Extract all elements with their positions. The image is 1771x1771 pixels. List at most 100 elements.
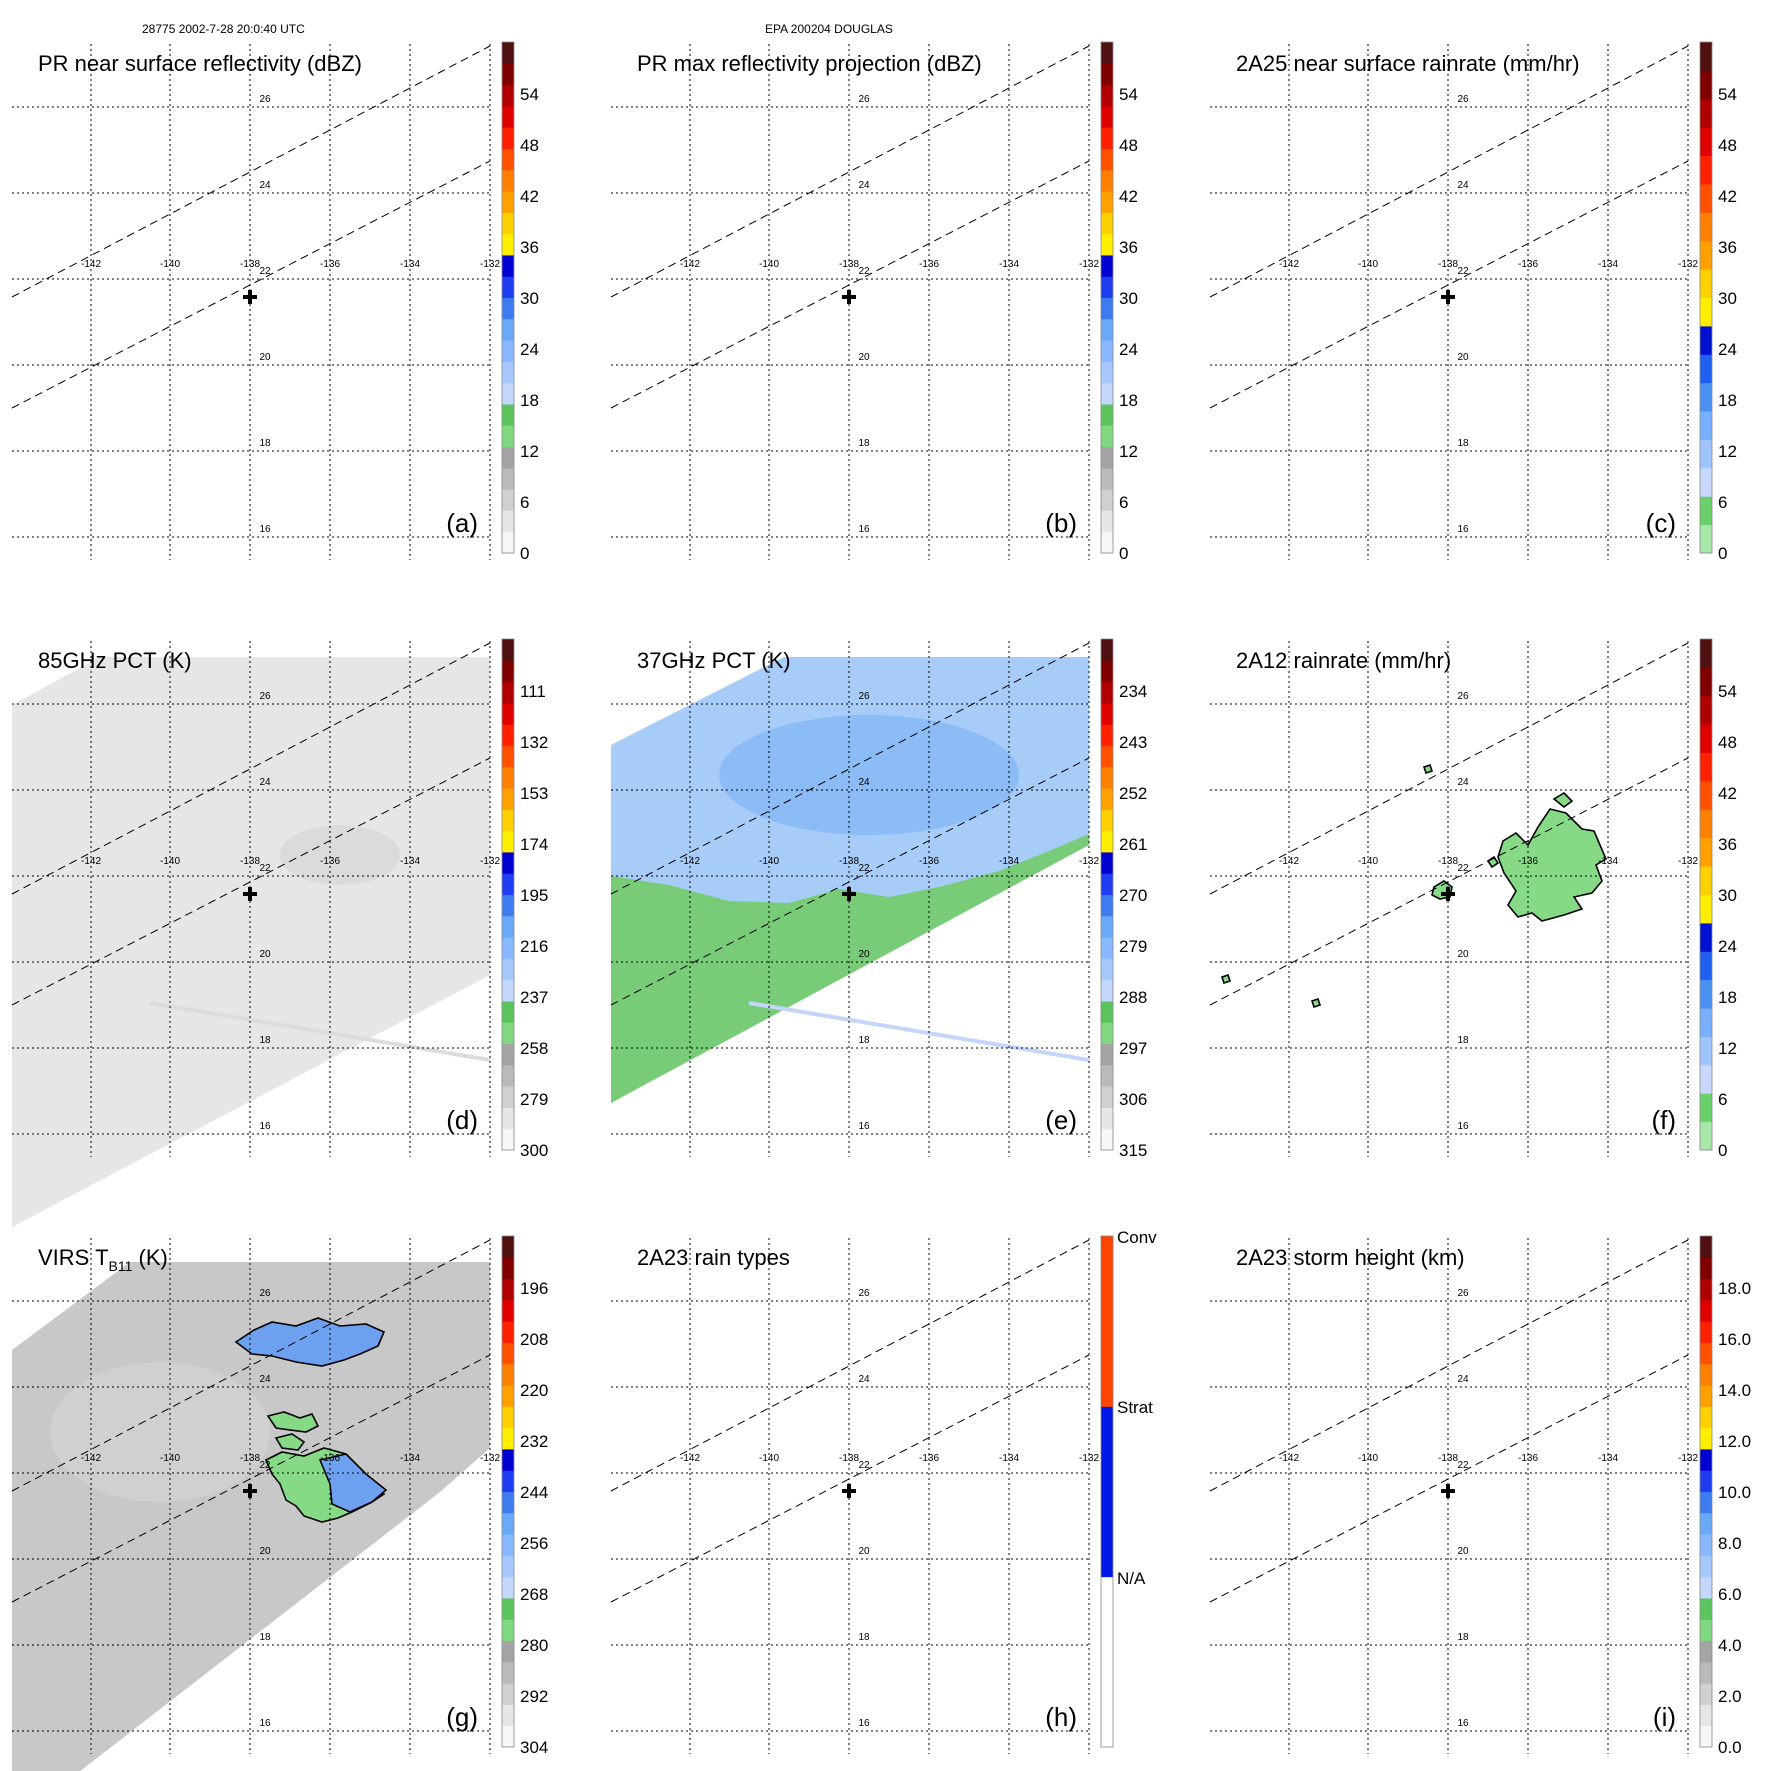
panel-title: 2A25 near surface rainrate (mm/hr) <box>1236 51 1580 76</box>
colorbar-segment <box>1700 467 1712 497</box>
colorbar-segment <box>1700 1704 1712 1727</box>
colorbar-segment <box>1101 958 1113 981</box>
colorbar-tick-label: Conv <box>1117 1228 1157 1247</box>
lat-tick-label: 22 <box>259 863 271 874</box>
rain-area <box>1220 973 1232 985</box>
pct37-high-region <box>611 834 1089 1103</box>
colorbar-tick-label: 18 <box>520 391 539 410</box>
colorbar-segment <box>1700 1278 1712 1301</box>
rain-area <box>1497 808 1608 922</box>
lon-tick-label: -140 <box>759 1453 779 1464</box>
swath-edge-line <box>610 45 1090 298</box>
colorbar-segment <box>1700 70 1712 100</box>
colorbar-segment <box>1700 1427 1712 1450</box>
colorbar-segment <box>502 1619 514 1642</box>
colorbar-segment <box>1700 1448 1712 1471</box>
lat-tick-label: 18 <box>858 438 870 449</box>
colorbar-segment <box>1101 127 1113 149</box>
lat-tick-label: 18 <box>858 1035 870 1046</box>
colorbar-segment <box>1101 84 1113 107</box>
lon-tick-label: -134 <box>1598 1453 1618 1464</box>
colorbar-tick-label: 42 <box>1119 187 1138 206</box>
colorbar-segment <box>502 340 514 362</box>
colorbar-segment <box>1700 1363 1712 1386</box>
colorbar-segment <box>502 276 514 298</box>
lat-tick-label: 20 <box>1457 949 1469 960</box>
colorbar-tick-label: 48 <box>520 136 539 155</box>
lon-tick-label: -132 <box>1079 856 1099 867</box>
colorbar-segment <box>1101 894 1113 917</box>
colorbar-segment <box>1700 837 1712 867</box>
lat-tick-label: 16 <box>1457 1121 1469 1132</box>
lat-tick-label: 24 <box>259 777 271 788</box>
colorbar-tick-label: 297 <box>1119 1039 1147 1058</box>
header-orbit-time: 28775 2002-7-28 20:0:40 UTC <box>142 22 305 36</box>
colorbar-tick-label: Strat <box>1117 1398 1153 1417</box>
colorbar-tick-label: 216 <box>520 937 548 956</box>
colorbar-segment <box>502 510 514 533</box>
colorbar-segment <box>502 1555 514 1578</box>
storm-center-icon <box>243 290 257 304</box>
colorbar-segment <box>1700 1321 1712 1343</box>
panel-letter: (g) <box>446 1702 478 1732</box>
lat-tick-label: 16 <box>858 1718 870 1729</box>
colorbar-segment <box>502 639 514 661</box>
colorbar-tick-label: 10.0 <box>1718 1483 1751 1502</box>
colorbar-segment <box>1101 745 1113 768</box>
colorbar: 234 243 252 261 270 279 288 297 306 315 <box>1100 638 1147 1160</box>
colorbar-frame <box>1699 638 1713 1151</box>
colorbar-segment <box>1700 979 1712 1009</box>
lon-tick-label: -138 <box>1438 856 1458 867</box>
colorbar-segment <box>1700 98 1712 128</box>
panel-letter: (c) <box>1646 508 1676 538</box>
colorbar-segment <box>1101 489 1113 511</box>
lon-tick-label: -136 <box>919 1453 939 1464</box>
colorbar-segment <box>1700 269 1712 298</box>
colorbar-tick-label: 270 <box>1119 886 1147 905</box>
lat-tick-label: 22 <box>858 266 870 277</box>
colorbar-segment <box>502 148 514 171</box>
swath-edge-line <box>1209 160 1689 409</box>
colorbar-segment <box>502 1385 514 1407</box>
colorbar-segment <box>1700 1555 1712 1578</box>
colorbar: 196 208 220 232 244 256 268 280 292 304 <box>501 1235 548 1757</box>
lat-tick-label: 16 <box>259 1121 271 1132</box>
colorbar-segment <box>502 297 514 320</box>
colorbar-segment <box>1101 446 1113 469</box>
colorbar-segment <box>502 979 514 1002</box>
colorbar-segment <box>1700 866 1712 895</box>
colorbar-segment <box>502 809 514 832</box>
colorbar-segment <box>502 403 514 426</box>
swath-edge-line <box>11 757 491 1006</box>
lon-tick-label: -136 <box>919 856 939 867</box>
swath-edge-line <box>11 642 491 895</box>
colorbar-tick-label: 8.0 <box>1718 1534 1742 1553</box>
lat-tick-label: 22 <box>259 1460 271 1471</box>
lat-tick-label: 18 <box>858 1632 870 1643</box>
colorbar: Conv Strat N/A <box>1100 1228 1157 1748</box>
lat-tick-label: 24 <box>259 180 271 191</box>
colorbar-segment <box>1700 1576 1712 1599</box>
lon-tick-label: -132 <box>480 259 500 270</box>
colorbar-tick-label: 261 <box>1119 835 1147 854</box>
lat-tick-label: 18 <box>259 1632 271 1643</box>
colorbar-segment <box>1700 1491 1712 1514</box>
colorbar-segment <box>1101 1107 1113 1130</box>
colorbar-segment <box>1700 1036 1712 1066</box>
panel-b: -142 -140 -138 -136 -134 -132 26 24 22 20 18 16 54 48… <box>610 41 1138 563</box>
lon-tick-label: -140 <box>1358 259 1378 270</box>
colorbar-tick-label: 24 <box>520 340 539 359</box>
lat-tick-label: 20 <box>858 1546 870 1557</box>
colorbar-segment <box>1101 233 1113 256</box>
colorbar-segment <box>1101 873 1113 895</box>
lon-tick-label: -140 <box>759 856 779 867</box>
colorbar-segment <box>1700 1064 1712 1094</box>
colorbar-segment <box>502 958 514 981</box>
lat-tick-label: 20 <box>1457 1546 1469 1557</box>
colorbar-tick-label: 16.0 <box>1718 1330 1751 1349</box>
lat-tick-label: 24 <box>858 777 870 788</box>
lon-tick-label: -136 <box>320 1453 340 1464</box>
lon-tick-label: -132 <box>480 1453 500 1464</box>
lat-tick-label: 26 <box>1457 94 1469 105</box>
